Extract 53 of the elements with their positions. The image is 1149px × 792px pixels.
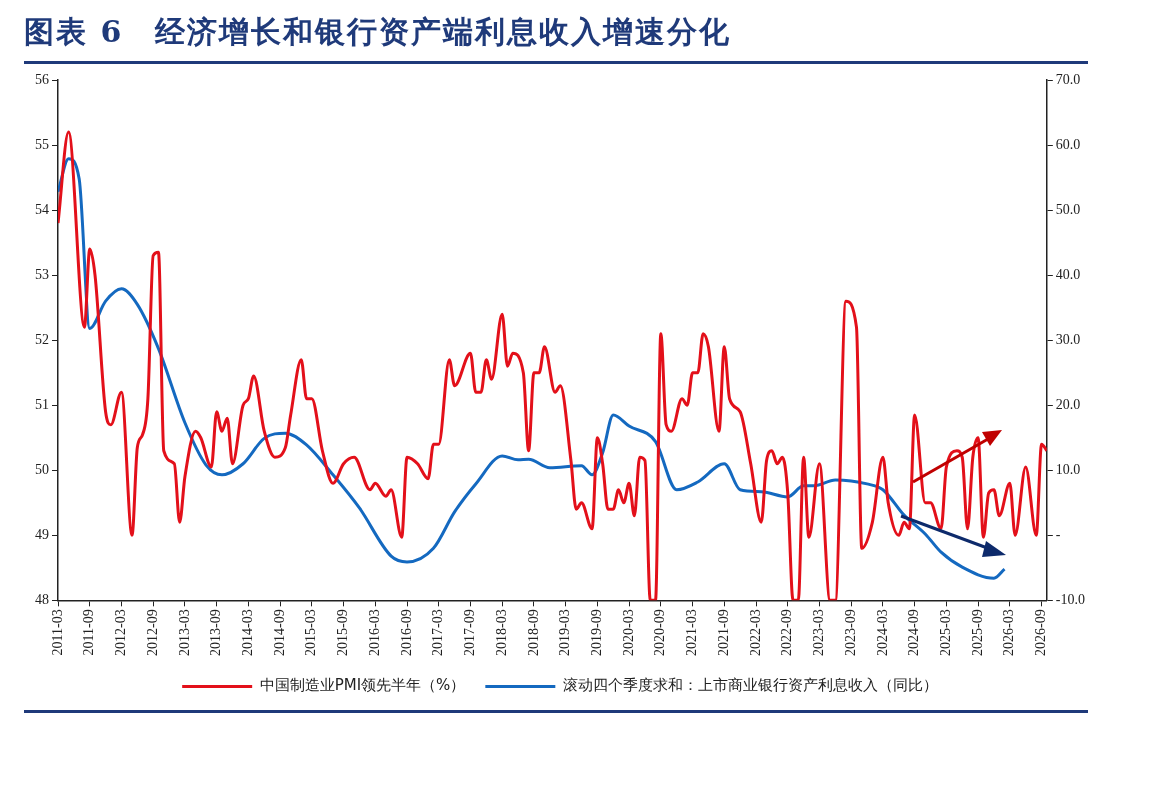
- x-tick-label: 2026-03: [1001, 609, 1017, 657]
- x-tick-label: 2023-09: [842, 609, 858, 657]
- x-tick-label: 2018-03: [493, 609, 509, 657]
- y2-tick-label: 10.0: [1055, 461, 1081, 477]
- x-tick-label: 2017-03: [430, 609, 446, 657]
- y2-tick-label: 70.0: [1055, 71, 1081, 87]
- x-tick-label: 2012-03: [113, 609, 129, 657]
- x-tick-label: 2014-03: [240, 609, 256, 657]
- x-tick-label: 2016-09: [398, 609, 414, 657]
- x-tick-label: 2016-03: [366, 609, 382, 657]
- x-tick-label: 2017-09: [462, 609, 478, 657]
- x-tick-label: 2021-09: [715, 609, 731, 657]
- x-tick-label: 2024-03: [874, 609, 890, 657]
- x-tick-label: 2014-09: [271, 609, 287, 657]
- y2-tick-label: 50.0: [1055, 201, 1081, 217]
- x-tick-label: 2015-03: [303, 609, 319, 657]
- x-tick-label: 2019-09: [589, 609, 605, 657]
- x-tick-label: 2023-03: [811, 609, 827, 657]
- y-tick-label: 51: [35, 396, 49, 412]
- x-tick-label: 2020-03: [620, 609, 636, 657]
- x-tick-label: 2013-09: [208, 609, 224, 657]
- x-tick-label: 2021-03: [684, 609, 700, 657]
- y2-tick-label: -: [1055, 526, 1061, 542]
- y-tick-label: 54: [35, 201, 49, 217]
- y-tick-label: 53: [35, 266, 49, 282]
- y2-tick-label: 20.0: [1055, 396, 1081, 412]
- x-tick-label: 2011-03: [49, 609, 65, 656]
- x-tick-label: 2013-03: [176, 609, 192, 657]
- y-tick-label: 56: [35, 71, 49, 87]
- x-tick-label: 2026-09: [1033, 609, 1049, 657]
- y-tick-label: 52: [35, 331, 49, 347]
- x-tick-label: 2020-09: [652, 609, 668, 657]
- y-tick-label: 49: [35, 526, 49, 542]
- x-tick-label: 2019-03: [557, 609, 573, 657]
- x-tick-label: 2018-09: [525, 609, 541, 657]
- y-tick-label: 50: [35, 461, 49, 477]
- x-tick-label: 2011-09: [81, 609, 97, 656]
- x-tick-label: 2015-09: [335, 609, 351, 657]
- y2-tick-label: 30.0: [1055, 331, 1081, 347]
- x-tick-label: 2024-09: [906, 609, 922, 657]
- y2-tick-label: 40.0: [1055, 266, 1081, 282]
- y2-tick-label: -10.0: [1055, 592, 1086, 608]
- x-tick-label: 2022-03: [747, 609, 763, 657]
- legend-label: 中国制造业PMI领先半年（%）: [259, 676, 466, 695]
- x-tick-label: 2025-09: [969, 609, 985, 657]
- y-tick-label: 55: [35, 136, 49, 152]
- x-tick-label: 2025-03: [938, 609, 954, 657]
- x-tick-label: 2022-09: [779, 609, 795, 657]
- x-tick-label: 2012-09: [144, 609, 160, 657]
- legend-label: 滚动四个季度求和：上市商业银行资产利息收入（同比）: [562, 676, 938, 695]
- y-tick-label: 48: [35, 592, 49, 608]
- y2-tick-label: 60.0: [1055, 136, 1081, 152]
- chart-title: 图表 6 经济增长和银行资产端利息收入增速分化: [23, 13, 733, 51]
